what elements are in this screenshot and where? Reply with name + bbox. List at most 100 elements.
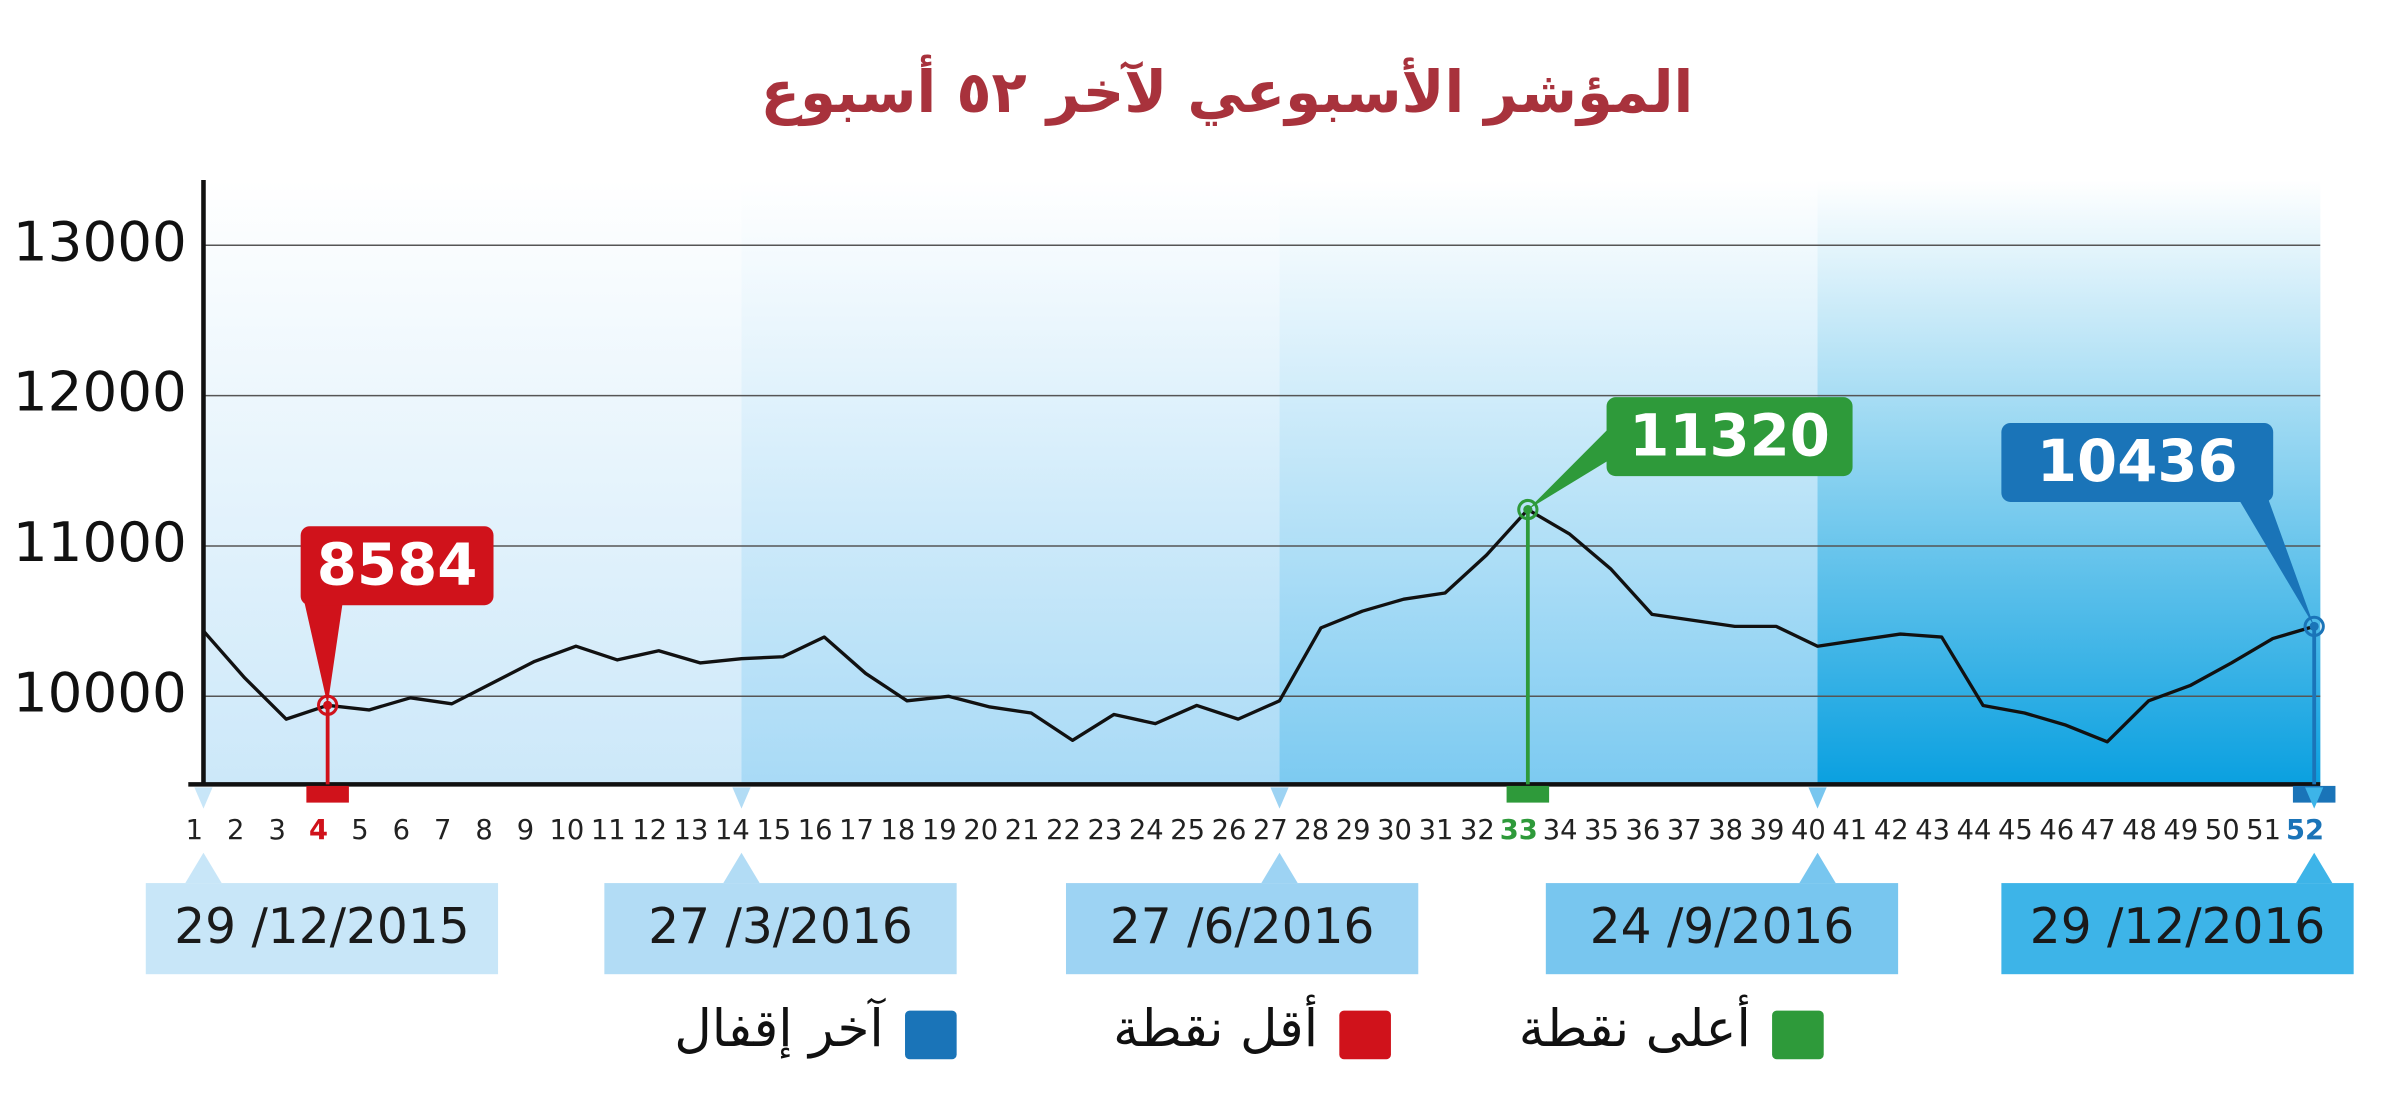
x-tick-label: 19 (922, 815, 957, 846)
x-tick-label: 25 (1170, 815, 1205, 846)
x-tick-label: 29 (1336, 815, 1371, 846)
chart-title: المؤشر الأسبوعي لآخر ٥٢ أسبوع (761, 54, 1694, 127)
annotation-label: 11320 (1629, 401, 1830, 469)
date-label: 27 /3/2016 (648, 899, 913, 955)
x-tick-label: 5 (351, 815, 368, 846)
x-tick-label: 15 (756, 815, 791, 846)
legend-label: أقل نقطة (1113, 994, 1318, 1059)
x-tick-label: 4 (309, 815, 328, 846)
date-box (1545, 883, 1899, 975)
x-tick-label: 35 (1584, 815, 1619, 846)
legend-swatch (905, 1010, 957, 1060)
y-tick-label: 12000 (13, 360, 187, 424)
x-tick-label: 3 (268, 815, 285, 846)
x-tick-label: 28 (1294, 815, 1329, 846)
x-tick-label: 36 (1626, 815, 1661, 846)
x-tick-label: 38 (1708, 815, 1743, 846)
x-tick-label: 34 (1543, 815, 1578, 846)
date-label: 24 /9/2016 (1590, 899, 1855, 955)
x-tick-label: 13 (674, 815, 709, 846)
x-tick-label: 26 (1212, 815, 1247, 846)
annotation-label: 10436 (2037, 427, 2238, 495)
annotation-pointer (303, 599, 344, 706)
date-label: 29 /12/2015 (174, 899, 469, 955)
date-axis-marker (194, 787, 213, 809)
annotation-point-inner (323, 700, 333, 710)
date-label: 29 /12/2016 (2030, 899, 2325, 955)
x-tick-label: 2 (227, 815, 244, 846)
annotation-box (300, 526, 494, 606)
x-tick-label: 16 (798, 815, 833, 846)
x-tick-label: 11 (591, 815, 626, 846)
date-box (604, 883, 957, 975)
x-tick-label: 23 (1087, 815, 1122, 846)
date-box (1065, 883, 1419, 975)
x-tick-label: 32 (1460, 815, 1495, 846)
x-tick-label: 39 (1750, 815, 1785, 846)
x-tick-label: 20 (963, 815, 998, 846)
x-tick-label: 8 (475, 815, 492, 846)
annotation-pointer (1527, 424, 1613, 510)
x-tick-label: 50 (2205, 815, 2240, 846)
tick-highlight (306, 785, 349, 803)
background-band (203, 180, 742, 785)
date-axis-marker (1808, 787, 1827, 809)
date-pointer (185, 852, 222, 884)
background-band (1279, 180, 1818, 785)
x-tick-label: 33 (1500, 815, 1538, 846)
background-band (741, 180, 1280, 785)
annotation-point (2303, 615, 2325, 638)
x-tick-label: 30 (1377, 815, 1412, 846)
x-tick-label: 9 (517, 815, 534, 846)
date-pointer (1799, 852, 1836, 884)
y-tick-label: 11000 (13, 510, 187, 574)
x-tick-label: 1 (186, 815, 203, 846)
date-pointer (723, 852, 760, 884)
x-tick-label: 40 (1791, 815, 1826, 846)
x-tick-label: 37 (1667, 815, 1702, 846)
x-tick-label: 12 (632, 815, 667, 846)
legend-swatch (1772, 1010, 1824, 1060)
date-box (2001, 883, 2354, 975)
x-tick-label: 10 (549, 815, 584, 846)
date-axis-marker (732, 787, 751, 809)
annotation-pointer (2236, 495, 2315, 627)
annotation-point-inner (2309, 621, 2319, 631)
tick-highlight (1506, 785, 1550, 803)
x-tick-label: 17 (839, 815, 874, 846)
x-tick-label: 31 (1419, 815, 1454, 846)
x-tick-label: 48 (2122, 815, 2157, 846)
x-tick-label: 7 (434, 815, 451, 846)
x-tick-label: 6 (393, 815, 410, 846)
x-tick-label: 42 (1874, 815, 1909, 846)
x-tick-label: 46 (2039, 815, 2074, 846)
x-tick-label: 22 (1046, 815, 1081, 846)
x-tick-label: 49 (2164, 815, 2199, 846)
annotation-box (1606, 397, 1853, 477)
x-tick-label: 41 (1832, 815, 1867, 846)
date-axis-marker (2305, 787, 2324, 809)
date-axis-marker (1270, 787, 1289, 809)
x-tick-label: 24 (1129, 815, 1164, 846)
annotation-point (1517, 498, 1539, 521)
x-tick-label: 51 (2246, 815, 2281, 846)
x-tick-label: 43 (1915, 815, 1950, 846)
x-tick-label: 52 (2286, 815, 2324, 846)
annotation-point-inner (1523, 505, 1533, 515)
y-tick-label: 10000 (13, 660, 187, 724)
legend-swatch (1339, 1010, 1391, 1060)
x-tick-label: 18 (881, 815, 916, 846)
date-label: 27 /6/2016 (1110, 899, 1375, 955)
annotation-point (317, 694, 339, 716)
data-line (202, 507, 2315, 744)
annotation-label: 8584 (317, 530, 478, 598)
legend-label: أعلى نقطة (1519, 994, 1751, 1059)
date-box (145, 883, 499, 975)
x-tick-label: 14 (715, 815, 750, 846)
x-tick-label: 27 (1253, 815, 1288, 846)
x-tick-label: 45 (1998, 815, 2033, 846)
x-tick-label: 47 (2081, 815, 2116, 846)
y-tick-label: 13000 (13, 209, 187, 273)
